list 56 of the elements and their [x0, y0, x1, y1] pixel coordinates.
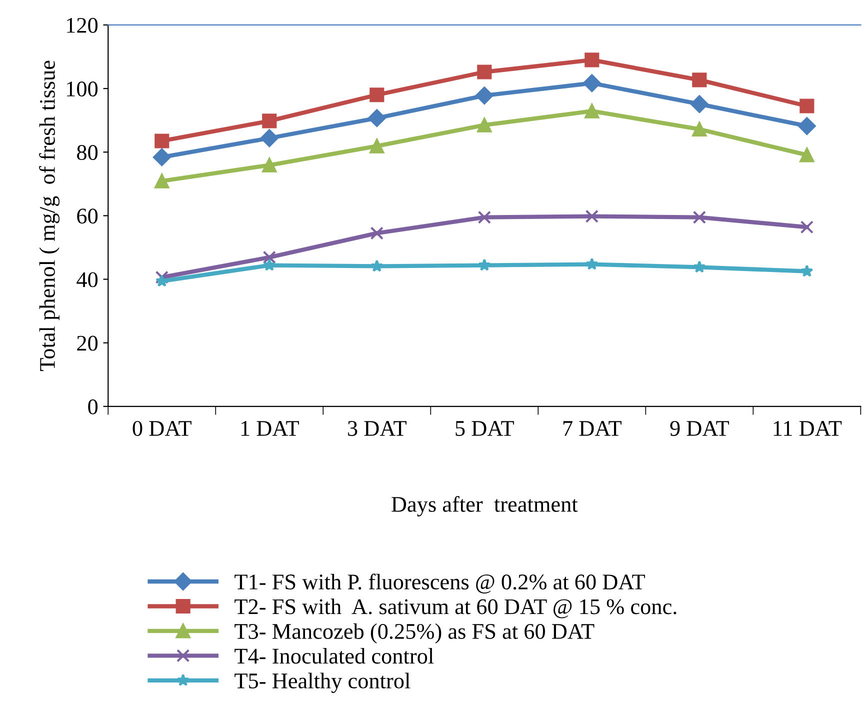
- point: [260, 129, 278, 148]
- x-tick-label: 5 DAT: [456, 421, 514, 436]
- x-tick-label: 11 DAT: [774, 421, 842, 436]
- point: [370, 260, 384, 272]
- legend-label: T1- FS with P. fluorescens @ 0.2% at 60 DAT: [234, 574, 645, 594]
- point: [477, 64, 492, 80]
- x-tick-label: 3 DAT: [348, 421, 406, 436]
- point: [693, 260, 706, 273]
- point: [800, 98, 814, 114]
- y-tick-label: 40: [76, 272, 98, 288]
- point: [370, 138, 384, 154]
- point: [154, 174, 170, 188]
- point: [156, 274, 168, 287]
- point: [262, 250, 276, 264]
- point: [798, 117, 816, 135]
- point: [262, 114, 277, 128]
- point: [585, 210, 599, 223]
- point: [692, 210, 706, 224]
- y-tick-label: 100: [67, 81, 98, 96]
- x-tick-label: 0 DAT: [132, 420, 192, 436]
- point: [154, 134, 170, 148]
- point: [476, 86, 494, 104]
- y-axis-title: Total phenol ( mg/g of fresh tissue: [39, 60, 60, 371]
- point: [263, 258, 276, 271]
- point: [477, 118, 492, 132]
- x-tick-label: 7 DAT: [563, 421, 622, 436]
- point: [690, 95, 708, 114]
- y-tick-label: 120: [67, 18, 98, 33]
- y-tick-label: 60: [77, 208, 98, 224]
- point: [692, 72, 707, 88]
- x-tick-label: 1 DAT: [241, 421, 299, 436]
- point: [152, 148, 171, 166]
- legend-label: T2- FS with A. sativum at 60 DAT @ 15 % conc.: [234, 598, 676, 618]
- legend-label: T3- Mancozeb (0.25%) as FS at 60 DAT: [234, 623, 594, 644]
- point: [692, 122, 707, 137]
- point: [262, 158, 277, 172]
- legend-label: T5- Healthy control: [234, 672, 410, 693]
- point: [800, 220, 814, 234]
- point: [800, 148, 814, 162]
- point: [478, 210, 491, 224]
- point: [584, 52, 600, 68]
- y-tick-label: 80: [77, 145, 98, 160]
- y-tick-label: 20: [77, 336, 98, 351]
- point: [586, 258, 598, 270]
- legend-label: T4- Inoculated control: [234, 648, 434, 664]
- point: [800, 264, 814, 277]
- x-tick-label: 9 DAT: [670, 421, 729, 436]
- point: [155, 270, 168, 284]
- point: [584, 104, 600, 118]
- point: [370, 226, 384, 240]
- point: [370, 88, 384, 102]
- point: [478, 258, 491, 271]
- point: [583, 74, 601, 92]
- y-tick-label: 0: [88, 399, 98, 414]
- x-axis-title: Days after treatment: [392, 496, 578, 516]
- point: [368, 109, 386, 127]
